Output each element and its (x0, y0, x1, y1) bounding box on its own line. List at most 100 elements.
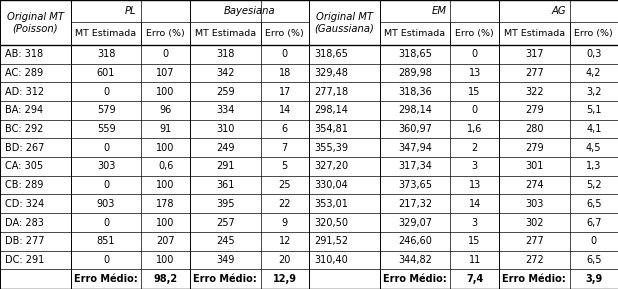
Text: 1,3: 1,3 (586, 162, 601, 171)
Text: 5,2: 5,2 (586, 180, 601, 190)
Text: 373,65: 373,65 (398, 180, 432, 190)
Text: 0,3: 0,3 (586, 49, 601, 59)
Text: Erro (%): Erro (%) (455, 29, 494, 38)
Text: MT Estimada: MT Estimada (75, 29, 137, 38)
Text: CB: 289: CB: 289 (5, 180, 43, 190)
Text: AD: 312: AD: 312 (5, 87, 44, 97)
Text: Erro Médio:: Erro Médio: (74, 274, 138, 284)
Text: 4,2: 4,2 (586, 68, 601, 78)
Text: Bayesiana: Bayesiana (224, 6, 275, 16)
Text: 100: 100 (156, 143, 175, 153)
Text: 257: 257 (216, 218, 235, 227)
Text: 277: 277 (525, 68, 544, 78)
Text: 4,5: 4,5 (586, 143, 601, 153)
Text: 298,14: 298,14 (398, 105, 432, 115)
Text: AB: 318: AB: 318 (5, 49, 43, 59)
Text: 279: 279 (525, 143, 543, 153)
Text: BA: 294: BA: 294 (5, 105, 43, 115)
Text: 322: 322 (525, 87, 543, 97)
Text: 289,98: 289,98 (398, 68, 432, 78)
Text: 579: 579 (96, 105, 116, 115)
Text: 12: 12 (279, 236, 291, 246)
Text: 249: 249 (216, 143, 234, 153)
Text: 0,6: 0,6 (158, 162, 173, 171)
Text: 178: 178 (156, 199, 175, 209)
Text: 22: 22 (279, 199, 291, 209)
Text: 259: 259 (216, 87, 234, 97)
Text: 320,50: 320,50 (314, 218, 348, 227)
Text: 360,97: 360,97 (398, 124, 432, 134)
Text: 4,1: 4,1 (586, 124, 601, 134)
Text: 0: 0 (103, 180, 109, 190)
Text: 13: 13 (468, 68, 481, 78)
Text: BC: 292: BC: 292 (5, 124, 43, 134)
Text: 14: 14 (468, 199, 481, 209)
Text: 559: 559 (96, 124, 116, 134)
Text: 272: 272 (525, 255, 544, 265)
Text: 100: 100 (156, 87, 175, 97)
Text: 7: 7 (282, 143, 288, 153)
Text: 98,2: 98,2 (153, 274, 177, 284)
Text: EM: EM (432, 6, 447, 16)
Text: 20: 20 (279, 255, 291, 265)
Text: PL: PL (124, 6, 136, 16)
Text: 274: 274 (525, 180, 543, 190)
Text: 17: 17 (279, 87, 291, 97)
Text: CA: 305: CA: 305 (5, 162, 43, 171)
Text: Erro (%): Erro (%) (146, 29, 185, 38)
Text: 344,82: 344,82 (398, 255, 432, 265)
Text: 3: 3 (472, 218, 478, 227)
Text: 310,40: 310,40 (314, 255, 348, 265)
Text: 107: 107 (156, 68, 175, 78)
Text: 13: 13 (468, 180, 481, 190)
Text: 207: 207 (156, 236, 175, 246)
Text: 6,5: 6,5 (586, 255, 601, 265)
Text: 280: 280 (525, 124, 543, 134)
Text: 395: 395 (216, 199, 234, 209)
Text: 291,52: 291,52 (314, 236, 348, 246)
Text: Erro (%): Erro (%) (574, 29, 613, 38)
Text: MT Estimada: MT Estimada (504, 29, 565, 38)
Text: 0: 0 (103, 255, 109, 265)
Text: 25: 25 (279, 180, 291, 190)
Text: 12,9: 12,9 (273, 274, 297, 284)
Text: Erro (%): Erro (%) (265, 29, 304, 38)
Text: 7,4: 7,4 (466, 274, 483, 284)
Text: 903: 903 (97, 199, 115, 209)
Text: 349: 349 (216, 255, 234, 265)
Text: 317,34: 317,34 (398, 162, 432, 171)
Text: 217,32: 217,32 (398, 199, 432, 209)
Text: 0: 0 (591, 236, 597, 246)
Text: 9: 9 (282, 218, 288, 227)
Text: 318,65: 318,65 (314, 49, 348, 59)
Text: 0: 0 (472, 105, 478, 115)
Text: 317: 317 (525, 49, 543, 59)
Text: 245: 245 (216, 236, 234, 246)
Text: 298,14: 298,14 (314, 105, 348, 115)
Text: 2: 2 (472, 143, 478, 153)
Text: 329,07: 329,07 (398, 218, 432, 227)
Text: Original MT
(Poisson): Original MT (Poisson) (7, 12, 64, 33)
Text: 0: 0 (282, 49, 288, 59)
Text: 347,94: 347,94 (398, 143, 432, 153)
Text: 6: 6 (282, 124, 288, 134)
Text: DA: 283: DA: 283 (5, 218, 44, 227)
Text: 3,2: 3,2 (586, 87, 601, 97)
Text: 318: 318 (97, 49, 115, 59)
Text: Erro Médio:: Erro Médio: (502, 274, 566, 284)
Text: 0: 0 (103, 143, 109, 153)
Text: 301: 301 (525, 162, 543, 171)
Text: 100: 100 (156, 255, 175, 265)
Text: AC: 289: AC: 289 (5, 68, 43, 78)
Text: 0: 0 (103, 218, 109, 227)
Text: 6,5: 6,5 (586, 199, 601, 209)
Text: 318: 318 (216, 49, 234, 59)
Text: 246,60: 246,60 (398, 236, 432, 246)
Text: 5,1: 5,1 (586, 105, 601, 115)
Text: 14: 14 (279, 105, 291, 115)
Text: 329,48: 329,48 (314, 68, 348, 78)
Text: 327,20: 327,20 (314, 162, 348, 171)
Text: 342: 342 (216, 68, 234, 78)
Text: Erro Médio:: Erro Médio: (383, 274, 447, 284)
Text: 277,18: 277,18 (314, 87, 348, 97)
